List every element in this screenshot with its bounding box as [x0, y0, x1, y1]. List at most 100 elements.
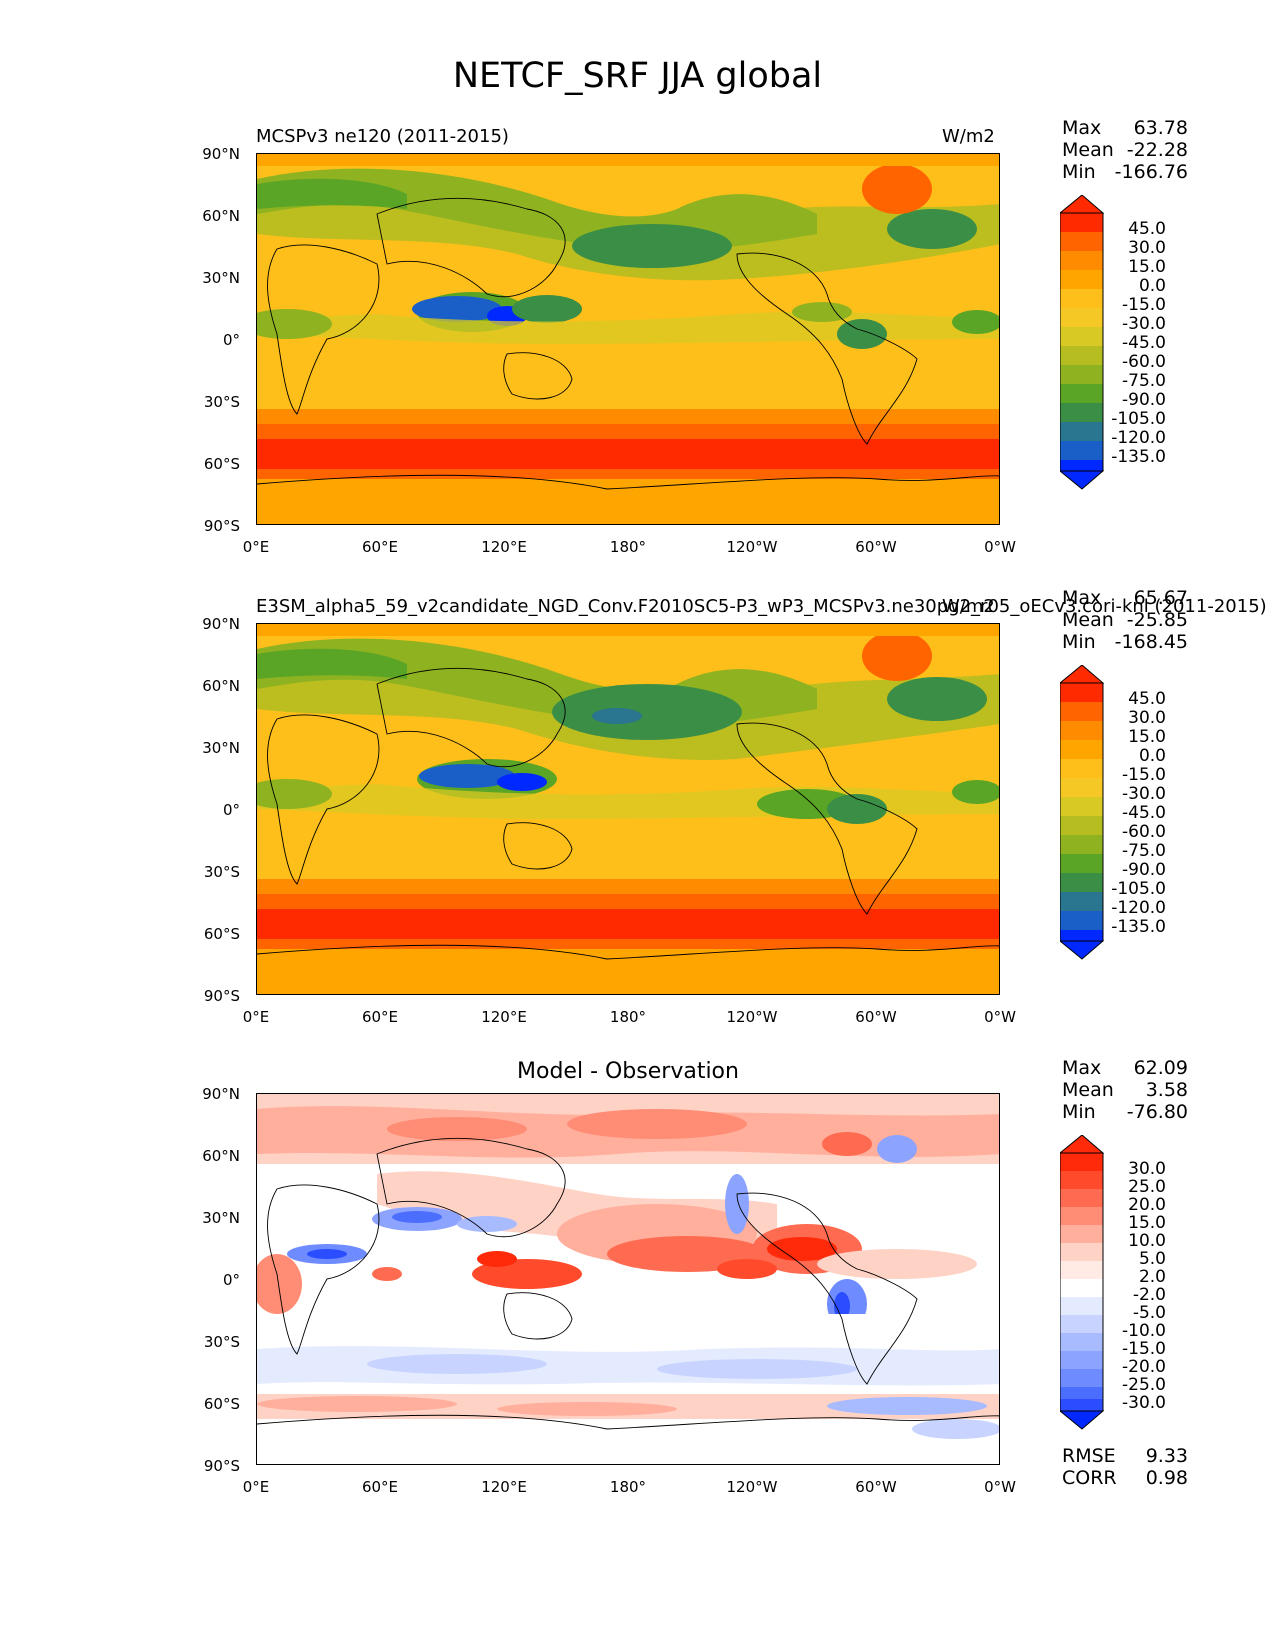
- p1-lon-tick: 60°W: [855, 538, 897, 556]
- p2-lon-tick: 60°E: [361, 1008, 399, 1026]
- p1-lat-tick: 90°S: [203, 517, 240, 535]
- p3-lat-tick: 30°S: [203, 1333, 240, 1351]
- p3-cb-label: 2.0: [1138, 1267, 1166, 1287]
- p1-lat-tick: 60°S: [203, 455, 240, 473]
- p2-cb-label: 15.0: [1128, 727, 1166, 747]
- p1-cb-label: -30.0: [1122, 314, 1166, 334]
- p3-cb-label: -5.0: [1132, 1303, 1166, 1323]
- p2-lat-tick: 60°N: [202, 677, 240, 695]
- p2-cb-label: -135.0: [1111, 917, 1166, 937]
- p2-cb-label: 0.0: [1138, 746, 1166, 766]
- p2-max-value: 65.67: [1133, 587, 1188, 609]
- p1-lon-tick: 120°E: [481, 538, 527, 556]
- figure-title: NETCF_SRF JJA global: [452, 56, 823, 96]
- p3-cb-label: -25.0: [1122, 1375, 1166, 1395]
- p1-cb-label: -75.0: [1122, 371, 1166, 391]
- p1-cb-label: -90.0: [1122, 390, 1166, 410]
- p3-rmse-value: 9.33: [1145, 1445, 1188, 1467]
- p3-lat-tick: 30°N: [202, 1209, 240, 1227]
- p2-lon-tick: 120°W: [726, 1008, 778, 1026]
- p1-cb-label: -60.0: [1122, 352, 1166, 372]
- p3-lon-tick: 120°E: [481, 1478, 527, 1496]
- p1-cb-label: -15.0: [1122, 295, 1166, 315]
- p1-mean-label: Mean: [1062, 139, 1114, 161]
- p3-corr-value: 0.98: [1145, 1467, 1188, 1489]
- p3-min-label: Min: [1062, 1101, 1096, 1123]
- p3-cb-label: -15.0: [1122, 1339, 1166, 1359]
- p2-lon-tick: 180°: [609, 1008, 647, 1026]
- p3-mean-label: Mean: [1062, 1079, 1114, 1101]
- p3-cb-label: -10.0: [1122, 1321, 1166, 1341]
- p3-max-value: 62.09: [1133, 1057, 1188, 1079]
- p1-cb-label: 30.0: [1128, 238, 1166, 258]
- p1-lat-tick: 90°N: [202, 145, 240, 163]
- p1-cb-label: 0.0: [1138, 276, 1166, 296]
- p3-mean-value: 3.58: [1145, 1079, 1188, 1101]
- panel-1-units: W/m2: [942, 126, 995, 147]
- p2-lat-tick: 90°N: [202, 615, 240, 633]
- p1-cb-label: 45.0: [1128, 219, 1166, 239]
- p1-lon-tick: 120°W: [726, 538, 778, 556]
- p3-cb-label: -2.0: [1132, 1285, 1166, 1305]
- p2-cb-label: -15.0: [1122, 765, 1166, 785]
- p3-cb-label: -30.0: [1122, 1393, 1166, 1413]
- p2-cb-label: -120.0: [1111, 898, 1166, 918]
- p3-max-label: Max: [1062, 1057, 1102, 1079]
- p1-lon-tick: 0°W: [984, 538, 1016, 556]
- p2-lon-tick: 60°W: [855, 1008, 897, 1026]
- p2-lat-tick: 90°S: [203, 987, 240, 1005]
- p1-max-label: Max: [1062, 117, 1102, 139]
- p2-cb-label: -30.0: [1122, 784, 1166, 804]
- p3-lon-tick: 60°E: [361, 1478, 399, 1496]
- p2-lat-tick: 30°N: [202, 739, 240, 757]
- p2-cb-label: -75.0: [1122, 841, 1166, 861]
- p2-cb-label: -60.0: [1122, 822, 1166, 842]
- p1-lon-tick: 60°E: [361, 538, 399, 556]
- p3-colorbar: [1060, 1135, 1104, 1430]
- p2-cb-label: -90.0: [1122, 860, 1166, 880]
- panel-3-title: Model - Observation: [517, 1059, 739, 1084]
- p1-min-label: Min: [1062, 161, 1096, 183]
- p3-cb-label: 15.0: [1128, 1213, 1166, 1233]
- panel-2-map: [256, 623, 1000, 995]
- p3-lat-tick: 90°N: [202, 1085, 240, 1103]
- p1-max-value: 63.78: [1133, 117, 1188, 139]
- panel-3-map: [256, 1093, 1000, 1465]
- p2-lat-tick: 60°S: [203, 925, 240, 943]
- p2-cb-label: -45.0: [1122, 803, 1166, 823]
- p1-mean-value: -22.28: [1126, 139, 1188, 161]
- p2-lat-tick: 0°: [222, 801, 240, 819]
- p2-lon-tick: 0°E: [242, 1008, 270, 1026]
- p2-cb-label: 45.0: [1128, 689, 1166, 709]
- p3-lat-tick: 90°S: [203, 1457, 240, 1475]
- p1-cb-label: 15.0: [1128, 257, 1166, 277]
- p3-cb-label: -20.0: [1122, 1357, 1166, 1377]
- p3-lon-tick: 60°W: [855, 1478, 897, 1496]
- p1-lat-tick: 30°S: [203, 393, 240, 411]
- p3-lon-tick: 120°W: [726, 1478, 778, 1496]
- p2-lon-tick: 0°W: [984, 1008, 1016, 1026]
- p1-cb-label: -135.0: [1111, 447, 1166, 467]
- p3-cb-label: 20.0: [1128, 1195, 1166, 1215]
- panel-1-title: MCSPv3 ne120 (2011-2015): [256, 126, 509, 147]
- p3-lat-tick: 60°N: [202, 1147, 240, 1165]
- p2-lat-tick: 30°S: [203, 863, 240, 881]
- p1-cb-label: -45.0: [1122, 333, 1166, 353]
- p2-min-value: -168.45: [1114, 631, 1188, 653]
- p2-mean-value: -25.85: [1126, 609, 1188, 631]
- p1-cb-label: -105.0: [1111, 409, 1166, 429]
- p1-lat-tick: 0°: [222, 331, 240, 349]
- p2-lon-tick: 120°E: [481, 1008, 527, 1026]
- p1-lon-tick: 180°: [609, 538, 647, 556]
- p1-lat-tick: 30°N: [202, 269, 240, 287]
- p2-cb-label: 30.0: [1128, 708, 1166, 728]
- p3-lat-tick: 0°: [222, 1271, 240, 1289]
- p3-min-value: -76.80: [1126, 1101, 1188, 1123]
- p3-cb-label: 25.0: [1128, 1177, 1166, 1197]
- p3-cb-label: 30.0: [1128, 1159, 1166, 1179]
- p3-cb-label: 5.0: [1138, 1249, 1166, 1269]
- p3-lat-tick: 60°S: [203, 1395, 240, 1413]
- p2-cb-label: -105.0: [1111, 879, 1166, 899]
- p1-lon-tick: 0°E: [242, 538, 270, 556]
- p1-colorbar: [1060, 195, 1104, 490]
